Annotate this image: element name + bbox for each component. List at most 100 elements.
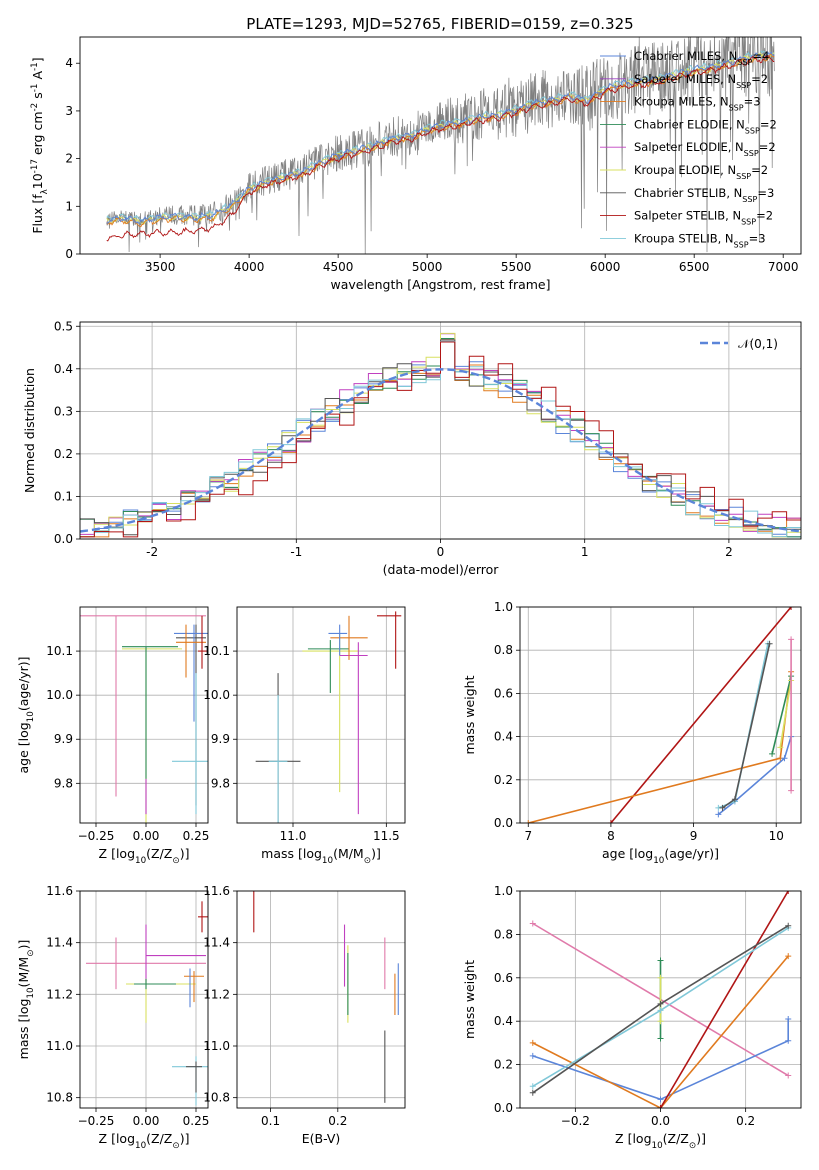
mass-weight-marker (781, 755, 788, 762)
mass-weight-marker (731, 796, 738, 803)
residual-histogram-step (80, 341, 801, 538)
x-tick-label: 10 (769, 829, 784, 843)
mass-weight-marker (657, 957, 664, 964)
x-tick-label: 6500 (679, 260, 710, 274)
grid (80, 890, 208, 1108)
mass-weight-marker (657, 1035, 664, 1042)
plot-area-weight_vs_Z (529, 891, 792, 1108)
y-tick-label: 1.0 (494, 600, 513, 614)
legend-entry-label: Salpeter MILES, NSSP=2 (634, 72, 768, 90)
mass-weight-marker (788, 787, 795, 794)
plot-area-mass_vs_EBV (253, 891, 399, 1103)
mass-weight-marker (657, 1018, 664, 1025)
y-tick-label: 11.2 (46, 987, 73, 1001)
x-tick-label: -1 (290, 545, 302, 559)
y-tick-label: 2 (65, 152, 73, 166)
y-tick-label: 4 (65, 56, 73, 70)
x-tick-label: 5000 (412, 260, 443, 274)
axes-frame (236, 606, 406, 824)
y-tick-label: 0.5 (54, 319, 73, 333)
mass-weight-marker (785, 1016, 792, 1023)
legend-entry-label: Kroupa ELODIE, NSSP=2 (634, 163, 768, 181)
mass-weight-marker (529, 920, 536, 927)
mass-weight-marker (657, 1007, 664, 1014)
x-axis-label: Z [log10(Z/Z⊙)] (99, 846, 190, 866)
legend-entry-label: Chabrier MILES, NSSP=4 (634, 49, 769, 67)
mass-weight-line (532, 1019, 790, 1101)
x-tick-label: −0.25 (78, 829, 115, 843)
model-spectrum-line (106, 50, 775, 224)
axes-age_vs_Z: −0.25 0.00 0.25 9.8 9.9 10.0 10.1 Z [log10(Z/Z⊙… (16, 606, 210, 866)
mass-weight-marker (529, 1089, 536, 1096)
legend-entry-label: Chabrier ELODIE, NSSP=2 (634, 117, 777, 135)
y-tick-label: 9.8 (54, 776, 73, 790)
axes-residuals: -2 -1 0 1 2 0.0 0.1 0.2 0.3 0.4 0.5 (data-model)/er… (22, 319, 802, 577)
mass-weight-marker (657, 1105, 664, 1108)
mass-weight-marker (525, 820, 532, 823)
mass-weight-marker (766, 640, 773, 647)
x-tick-label: 4000 (234, 260, 265, 274)
normal-distribution-curve (80, 368, 801, 533)
y-tick-label: 11.4 (203, 936, 230, 950)
mass-weight-marker (607, 820, 614, 823)
mass-weight-marker (788, 607, 795, 610)
axes-mass_vs_EBV: 0.1 0.2 10.8 11.0 11.2 11.4 11.6 E(B-V) (203, 884, 406, 1146)
x-axis-label: Z [log10(Z/Z⊙)] (99, 1131, 190, 1151)
x-tick-label: 6000 (590, 260, 621, 274)
plot-area-residuals (80, 332, 801, 538)
y-tick-label: 11.0 (203, 1039, 230, 1053)
y-tick-label: 0.6 (494, 971, 513, 985)
y-tick-label: 10.0 (203, 688, 230, 702)
mass-weight-marker (529, 1083, 536, 1090)
x-tick-label: 0.1 (261, 1114, 280, 1128)
y-axis-label: mass weight (462, 960, 477, 1039)
mass-weight-marker (529, 1039, 536, 1046)
mass-weight-marker (719, 804, 726, 811)
plot-area-spectrum (106, 37, 775, 254)
figure-title: PLATE=1293, MJD=52765, FIBERID=0159, z=0… (246, 15, 633, 33)
x-tick-label: 5500 (501, 260, 532, 274)
y-tick-label: 10.8 (203, 1091, 230, 1105)
x-tick-label: 0.00 (133, 829, 160, 843)
legend-entry-label: 𝒩(0,1) (738, 337, 778, 351)
x-tick-label: 11.5 (373, 829, 400, 843)
x-tick-label: 4500 (323, 260, 354, 274)
mass-weight-marker (777, 744, 784, 751)
y-axis-label: mass [log10(M/M⊙)] (16, 940, 36, 1060)
mass-weight-marker (769, 750, 776, 757)
mass-weight-line (610, 607, 792, 823)
y-axis-label: Flux [fλ10-17 erg cm-2 s-1 A-1] (30, 57, 50, 233)
residual-legend: 𝒩(0,1) (700, 337, 778, 351)
x-tick-label: −0.25 (78, 1114, 115, 1128)
mass-weight-marker (657, 1000, 664, 1007)
y-tick-label: 0.4 (494, 730, 513, 744)
y-tick-label: 11.6 (203, 884, 230, 898)
x-tick-label: 0.25 (183, 1114, 210, 1128)
axes-weight_vs_Z: −0.2 0.0 0.2 0.0 0.2 0.4 0.6 0.8 1.0 Z [log10(Z/Z… (462, 884, 802, 1151)
x-tick-label: 0 (437, 545, 445, 559)
spectrum-legend: Chabrier MILES, NSSP=4 Salpeter MILES, NS… (600, 49, 777, 249)
y-tick-label: 9.8 (211, 776, 230, 790)
axes-frame (519, 606, 802, 824)
mass-weight-line (779, 680, 792, 748)
x-tick-label: 1 (581, 545, 589, 559)
x-tick-label: 8 (607, 829, 615, 843)
y-tick-label: 11.0 (46, 1039, 73, 1053)
y-tick-label: 0.2 (494, 1058, 513, 1072)
y-tick-label: 0.2 (494, 773, 513, 787)
x-tick-label: 11.0 (280, 829, 307, 843)
y-tick-label: 0.1 (54, 489, 73, 503)
x-axis-label: age [log10(age/yr)] (602, 846, 719, 866)
mass-weight-marker (657, 1096, 664, 1103)
model-spectrum-line (106, 54, 775, 242)
axes-frame (236, 890, 406, 1109)
plot-area-age_vs_Z (80, 615, 208, 823)
y-tick-label: 0.3 (54, 404, 73, 418)
axes-age_vs_mass: 11.0 11.5 9.8 9.9 10.0 10.1 mass [log10(M/M⊙)] (203, 606, 406, 866)
x-tick-label: 0.2 (736, 1114, 755, 1128)
y-tick-label: 0.0 (494, 1101, 513, 1115)
y-tick-label: 11.2 (203, 987, 230, 1001)
y-tick-label: 10.0 (46, 688, 73, 702)
y-tick-label: 0.6 (494, 686, 513, 700)
x-tick-label: 0.25 (183, 829, 210, 843)
